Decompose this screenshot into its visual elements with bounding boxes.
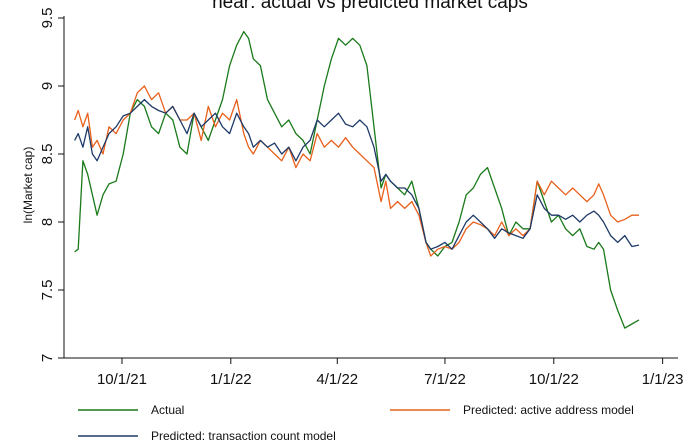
series-line-3 (74, 98, 640, 250)
x-tick-label: 4/1/22 (316, 371, 358, 388)
y-tick-label: 9.5 (39, 8, 56, 29)
series-line-2 (73, 85, 639, 257)
x-tick-label: 1/1/22 (210, 371, 252, 388)
y-tick-label: 9 (39, 82, 56, 90)
y-axis: 7 7.5 8 8.5 9 9.5 (39, 8, 64, 362)
series-lines (73, 30, 640, 329)
x-tick-label: 10/1/21 (97, 371, 147, 388)
x-tick-label: 10/1/22 (529, 371, 579, 388)
x-tick-label: 7/1/22 (424, 371, 466, 388)
y-tick-label: 7 (39, 354, 56, 362)
y-tick-label: 7.5 (39, 280, 56, 301)
legend-label-1: Actual (151, 403, 184, 417)
legend-label-2: Predicted: active address model (463, 403, 634, 417)
x-axis: 10/1/21 1/1/22 4/1/22 7/1/22 10/1/22 1/1/23 (97, 358, 684, 388)
y-tick-label: 8 (39, 218, 56, 226)
series-line-1 (74, 30, 640, 329)
x-tick-label: 1/1/23 (642, 371, 684, 388)
y-axis-title: ln(Market cap) (21, 147, 35, 224)
legend: Actual Predicted: active address model Pre… (78, 403, 634, 443)
chart-title: near: actual vs predicted market caps (212, 0, 528, 13)
y-tick-label: 8.5 (39, 144, 56, 165)
plot-frame (63, 16, 678, 359)
legend-label-3: Predicted: transaction count model (151, 429, 336, 443)
